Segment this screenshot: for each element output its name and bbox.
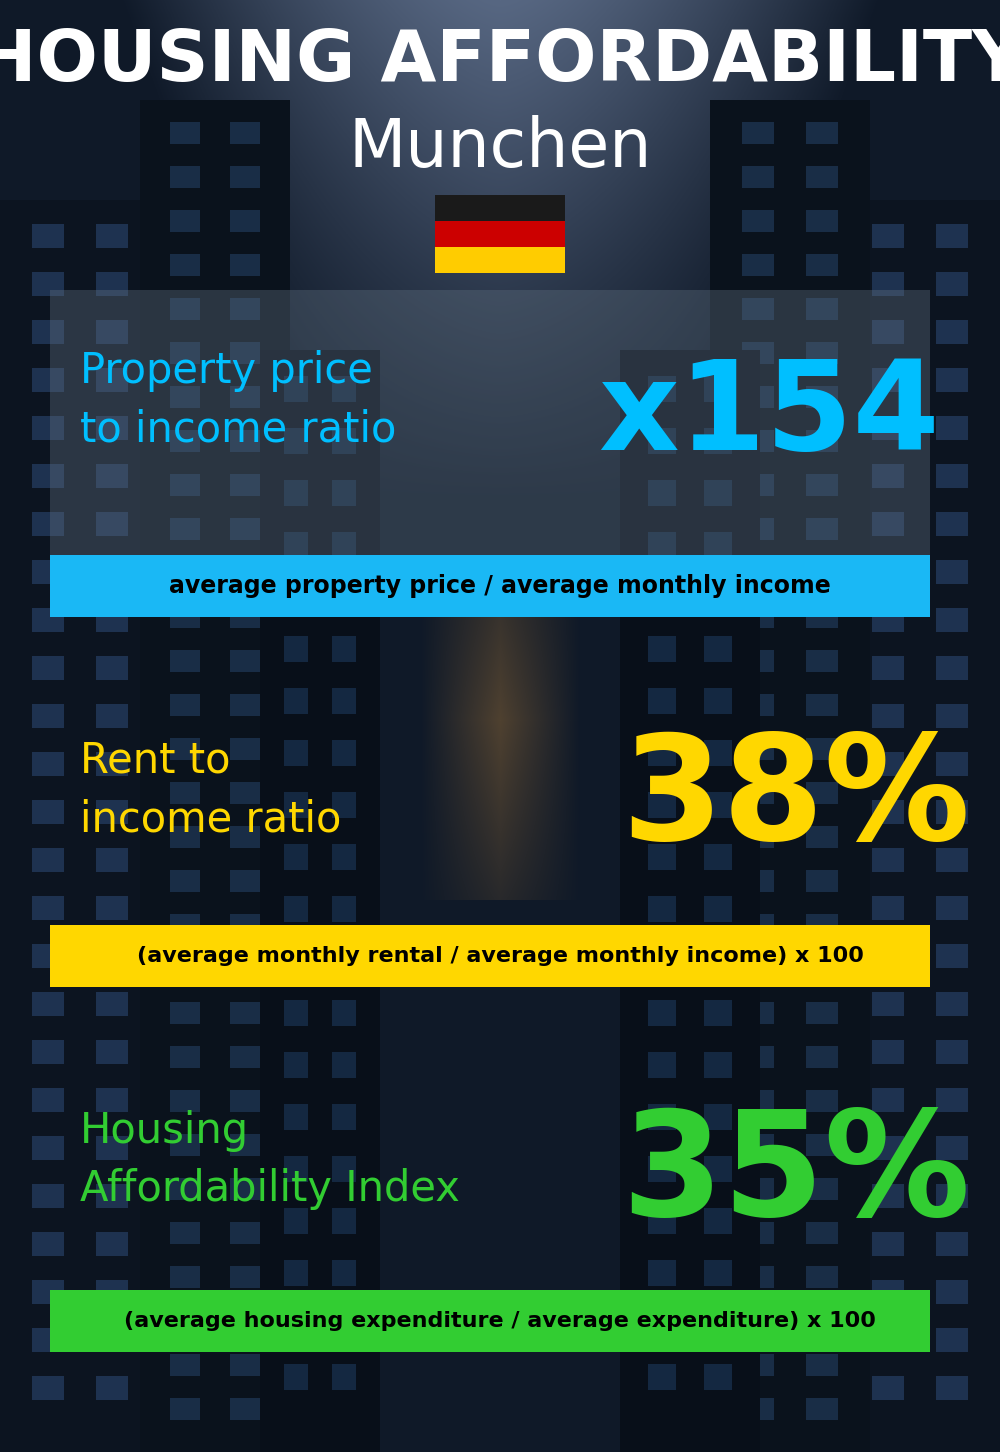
Text: HOUSING AFFORDABILITY: HOUSING AFFORDABILITY [0,28,1000,96]
FancyBboxPatch shape [50,555,930,617]
FancyBboxPatch shape [50,290,930,610]
FancyBboxPatch shape [50,1289,930,1352]
FancyBboxPatch shape [435,195,565,221]
FancyBboxPatch shape [50,925,930,987]
Text: (average monthly rental / average monthly income) x 100: (average monthly rental / average monthl… [137,947,863,966]
Text: Rent to
income ratio: Rent to income ratio [80,739,341,841]
Text: average property price / average monthly income: average property price / average monthly… [169,574,831,598]
Text: 35%: 35% [621,1105,970,1246]
Text: Property price
to income ratio: Property price to income ratio [80,350,396,450]
Text: x154: x154 [598,354,940,475]
Text: 38%: 38% [621,729,970,871]
Text: (average housing expenditure / average expenditure) x 100: (average housing expenditure / average e… [124,1311,876,1331]
Text: Housing
Affordability Index: Housing Affordability Index [80,1109,460,1211]
Text: Munchen: Munchen [348,115,652,182]
FancyBboxPatch shape [435,247,565,273]
FancyBboxPatch shape [435,221,565,247]
